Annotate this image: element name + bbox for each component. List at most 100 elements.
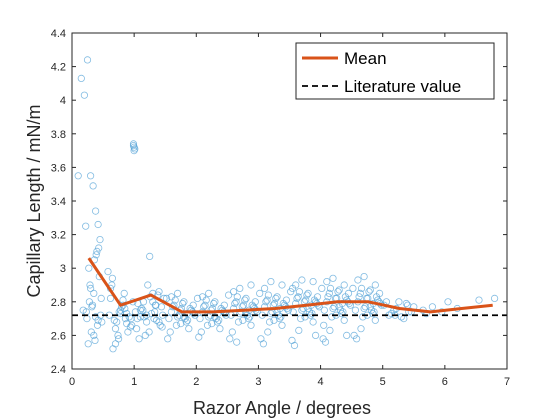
scatter-point	[185, 325, 193, 333]
scatter-point	[155, 288, 163, 296]
scatter-point	[220, 301, 228, 309]
scatter-point	[114, 331, 122, 339]
scatter-point	[309, 318, 317, 326]
scatter-point	[231, 299, 239, 308]
scatter-point	[352, 335, 361, 343]
scatter-point	[256, 289, 264, 297]
scatter-point	[115, 335, 123, 343]
scatter-point	[211, 313, 219, 321]
scatter-point	[366, 286, 374, 294]
scatter-point	[91, 336, 99, 344]
scatter-point	[247, 281, 255, 289]
scatter-point	[360, 272, 368, 281]
scatter-point	[138, 304, 146, 313]
scatter-point	[90, 289, 98, 297]
scatter-point	[211, 298, 219, 306]
scatter-point	[367, 306, 376, 314]
scatter-point	[200, 303, 208, 311]
scatter-point	[302, 296, 310, 304]
scatter-point	[264, 328, 272, 336]
scatter-point	[180, 313, 188, 321]
scatter-point	[359, 313, 367, 321]
scatter-point	[205, 289, 213, 297]
scatter-point	[336, 306, 345, 314]
scatter-point	[167, 293, 175, 301]
scatter-point	[313, 293, 322, 301]
y-tick-label: 4	[60, 95, 66, 107]
scatter-point	[375, 289, 384, 297]
axes: 0 1 2 3 4 5 6 7 2.4 2.6 2.8 3 3.2 3.4 3.6 3.8 4 4.2 4.4	[51, 28, 510, 388]
scatter-point	[92, 207, 100, 215]
scatter-point	[239, 316, 247, 324]
x-tick-label: 3	[255, 376, 261, 388]
scatter-point	[304, 289, 312, 297]
scatter-point	[247, 321, 255, 329]
scatter-point	[230, 288, 238, 296]
scatter-point	[162, 294, 171, 302]
scatter-point	[324, 293, 332, 301]
scatter-point	[344, 289, 353, 297]
scatter-point	[395, 298, 403, 306]
scatter-point	[298, 276, 306, 284]
scatter-point	[356, 289, 364, 297]
scatter-point	[326, 326, 334, 334]
scatter-point	[320, 306, 328, 314]
scatter-point	[92, 251, 100, 259]
scatter-point	[444, 298, 452, 306]
scatter-point	[275, 314, 284, 323]
scatter-point	[80, 91, 89, 99]
scatter-point	[270, 316, 278, 324]
scatter-point	[133, 325, 141, 333]
x-tick-label: 6	[442, 376, 448, 388]
scatter-point	[297, 314, 305, 323]
scatter-point	[273, 293, 281, 301]
scatter-point	[177, 319, 185, 328]
scatter-point	[87, 172, 95, 180]
scatter-point	[295, 326, 303, 334]
scatter-point	[272, 294, 280, 302]
scatter-point	[197, 328, 205, 336]
scatter-point	[233, 338, 241, 346]
scatter-point	[301, 313, 309, 321]
scatter-point	[135, 335, 143, 343]
scatter-point	[216, 325, 224, 333]
scatter-point	[259, 340, 267, 348]
scatter-point	[149, 298, 157, 306]
scatter-point	[120, 289, 128, 297]
scatter-point	[85, 264, 93, 272]
scatter-point	[340, 316, 348, 324]
scatter-point	[96, 236, 104, 244]
scatter-point	[290, 341, 299, 350]
scatter-point	[232, 298, 240, 306]
mean-line	[87, 257, 493, 314]
scatter-point	[308, 309, 316, 318]
scatter-point	[278, 321, 286, 329]
scatter-point	[351, 306, 359, 314]
scatter-point	[94, 316, 102, 324]
scatter-point	[402, 299, 410, 308]
scatter-point	[136, 313, 144, 321]
x-tick-label: 5	[380, 376, 386, 388]
x-tick-label: 7	[504, 376, 510, 388]
scatter-point	[334, 288, 342, 296]
scatter-point	[88, 303, 96, 311]
scatter-point	[475, 296, 483, 304]
scatter-point	[87, 284, 95, 292]
scatter-point	[328, 313, 336, 321]
scatter-point	[282, 296, 290, 304]
y-tick-label: 3	[60, 263, 66, 275]
scatter-point	[335, 303, 343, 311]
legend: Mean Literature value	[295, 42, 495, 100]
scatter-point	[293, 294, 301, 302]
x-tick-label: 4	[318, 376, 324, 388]
scatter-point	[391, 311, 399, 319]
scatter-point	[270, 299, 279, 308]
scatter-point	[387, 309, 395, 318]
scatter-point	[139, 306, 147, 314]
scatter-point	[86, 281, 94, 289]
x-tick-label: 2	[193, 376, 199, 388]
y-tick-label: 2.8	[51, 297, 66, 309]
scatter-point	[106, 294, 115, 302]
scatter-point	[203, 321, 212, 329]
scatter-point	[288, 284, 297, 292]
